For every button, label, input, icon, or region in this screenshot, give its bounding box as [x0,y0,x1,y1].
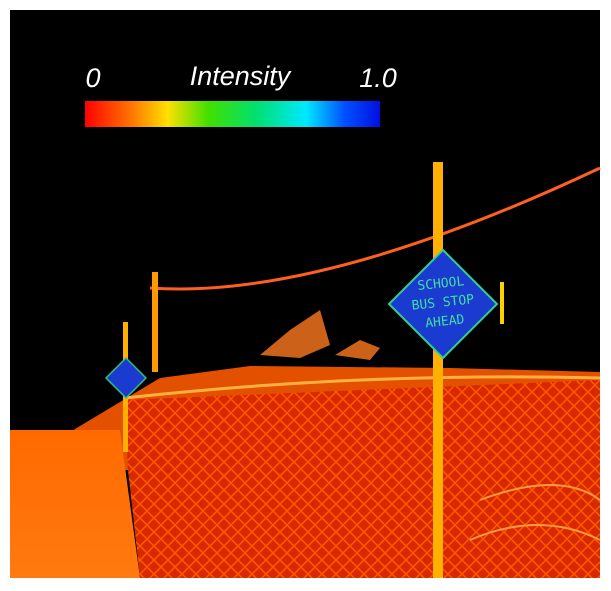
pole [152,272,158,372]
page: SCHOOL BUS STOP AHEAD Intensity 01.0 (()… [0,0,611,586]
colorbar-tick-label: 0 [85,63,100,93]
pole-bracket [500,282,504,324]
colorbar-title: Intensity [190,61,292,91]
fence [125,380,600,578]
point-cloud-view: SCHOOL BUS STOP AHEAD Intensity 01.0 [0,0,611,586]
colorbar [85,101,380,127]
colorbar-tick-label: 1.0 [359,63,397,93]
pole [433,162,443,578]
road [10,430,140,578]
